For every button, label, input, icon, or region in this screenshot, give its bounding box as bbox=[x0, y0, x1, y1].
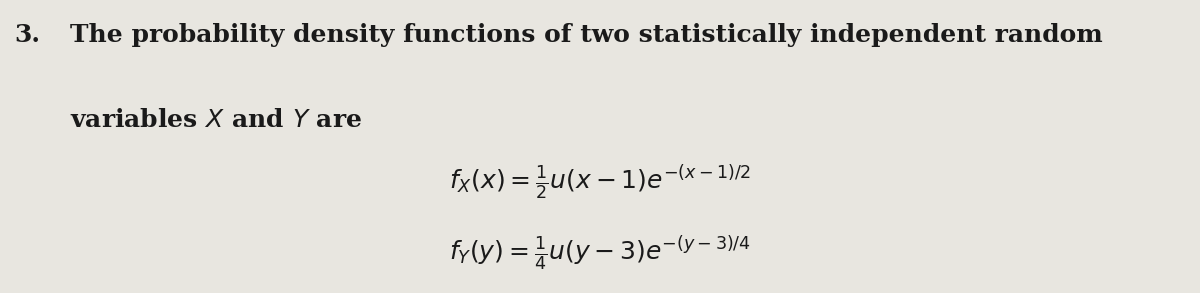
Text: The probability density functions of two statistically independent random: The probability density functions of two… bbox=[70, 23, 1103, 47]
Text: $f_X(x) = \frac{1}{2}u(x-1)e^{-(x-1)/2}$: $f_X(x) = \frac{1}{2}u(x-1)e^{-(x-1)/2}$ bbox=[449, 164, 751, 202]
Text: variables $X$ and $Y$ are: variables $X$ and $Y$ are bbox=[70, 108, 361, 132]
Text: 3.: 3. bbox=[14, 23, 41, 47]
Text: $f_Y(y) = \frac{1}{4}u(y-3)e^{-(y-3)/4}$: $f_Y(y) = \frac{1}{4}u(y-3)e^{-(y-3)/4}$ bbox=[449, 234, 751, 272]
